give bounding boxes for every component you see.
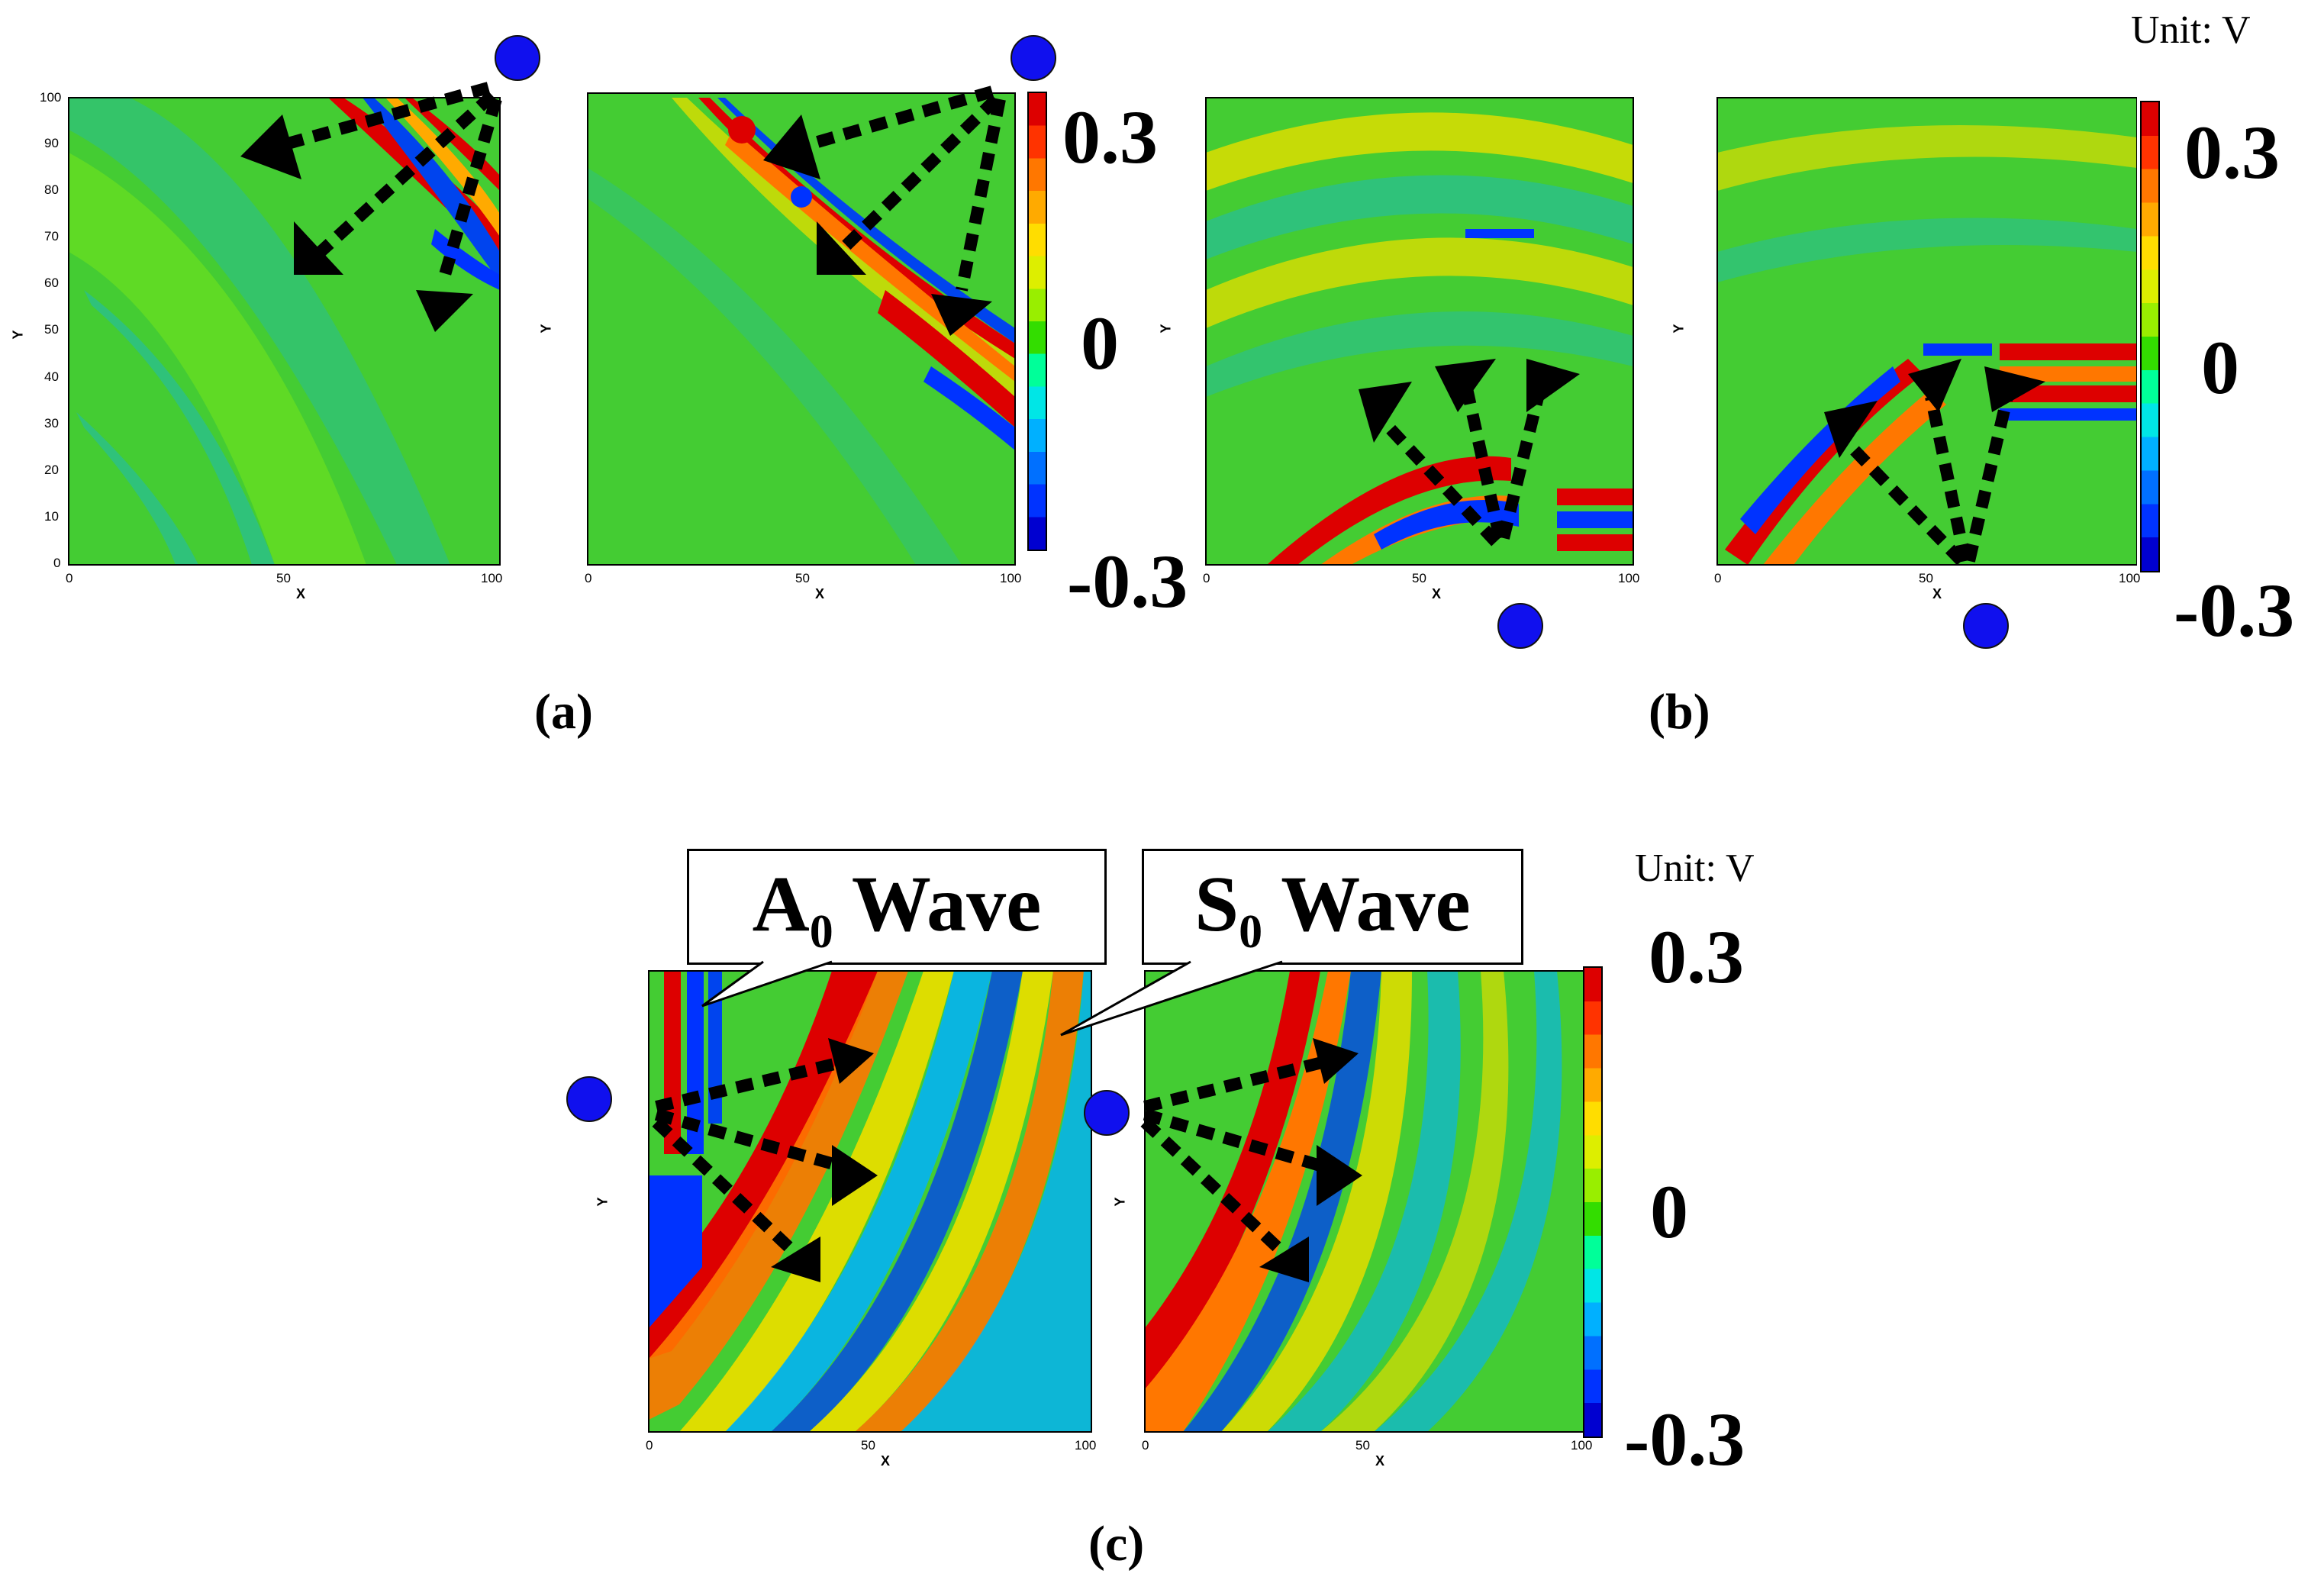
callout-a0-main: A — [752, 860, 810, 948]
wavefield-plot — [587, 92, 1016, 566]
x-axis-label: X — [1375, 1453, 1385, 1469]
callout-s0-rest: Wave — [1262, 860, 1471, 948]
y-axis-label: Y — [1671, 324, 1687, 334]
x-tick: 50 — [1919, 571, 1933, 585]
x-tick: 0 — [66, 571, 73, 585]
colorbar-min-label: -0.3 — [1624, 1397, 1745, 1482]
panel-b-right: 0 50 100 X Y — [1671, 0, 2141, 626]
x-tick: 0 — [1142, 1438, 1149, 1453]
y-tick: 100 — [40, 90, 62, 105]
x-tick: 50 — [1412, 571, 1426, 585]
y-tick: 0 — [53, 556, 61, 570]
wavefield-plot — [68, 97, 501, 566]
x-tick: 0 — [585, 571, 592, 585]
y-axis-label: Y — [1158, 324, 1174, 334]
x-tick: 100 — [1571, 1438, 1593, 1453]
wavefield-plot — [648, 970, 1092, 1433]
x-axis-label: X — [1932, 586, 1942, 601]
caption-a: (a) — [534, 684, 593, 740]
callout-s0-sub: 0 — [1239, 905, 1263, 958]
panel-c-left: 0 50 100 X Y — [595, 946, 1114, 1496]
colorbar-max-label: 0.3 — [1649, 914, 1744, 999]
colorbar-min-label: -0.3 — [1067, 539, 1188, 624]
x-axis-label: X — [815, 586, 825, 601]
y-tick: 40 — [44, 369, 59, 384]
wavefield-plot — [1205, 97, 1634, 566]
source-marker — [495, 35, 540, 81]
y-tick: 90 — [44, 136, 59, 150]
colorbar-c — [1583, 966, 1603, 1438]
x-tick: 100 — [1075, 1438, 1097, 1453]
panel-a-left: 100 90 80 70 60 50 40 30 20 10 0 0 50 10… — [0, 0, 580, 626]
x-axis-label: X — [1432, 586, 1442, 601]
source-marker — [566, 1076, 612, 1122]
wavefield-plot — [1716, 97, 2137, 566]
x-tick: 50 — [861, 1438, 875, 1453]
y-axis-label: Y — [595, 1197, 611, 1207]
colorbar-mid-label: 0 — [1650, 1169, 1688, 1254]
colorbar-b — [2140, 101, 2160, 572]
panel-b-left: 0 50 100 X Y — [1158, 0, 1679, 626]
x-tick: 50 — [795, 571, 810, 585]
x-tick: 0 — [646, 1438, 653, 1453]
colorbar-min-label: -0.3 — [2174, 568, 2295, 653]
source-marker — [1011, 35, 1056, 81]
x-tick: 100 — [481, 571, 503, 585]
wavefield-plot — [1144, 970, 1588, 1433]
x-tick: 0 — [1714, 571, 1722, 585]
callout-a0-wave: A0 Wave — [687, 849, 1107, 965]
x-tick: 50 — [276, 571, 291, 585]
source-marker — [1084, 1090, 1130, 1136]
callout-s0-main: S — [1194, 860, 1239, 948]
panel-c-right: 0 50 100 X Y — [1113, 946, 1595, 1496]
y-tick: 60 — [44, 276, 59, 290]
y-tick: 30 — [44, 416, 59, 430]
colorbar-a — [1027, 92, 1047, 551]
source-marker — [1963, 603, 2009, 649]
unit-label-bottom: Unit: V — [1635, 846, 1755, 890]
callout-a0-rest: Wave — [833, 860, 1042, 948]
y-tick: 10 — [44, 509, 59, 524]
y-tick: 50 — [44, 322, 59, 337]
x-tick: 100 — [2119, 571, 2141, 585]
panel-a-right: 0 50 100 X Y — [534, 0, 1030, 626]
y-axis-label: Y — [1112, 1197, 1128, 1207]
colorbar-mid-label: 0 — [2201, 325, 2239, 410]
colorbar-mid-label: 0 — [1081, 301, 1119, 385]
caption-c: (c) — [1088, 1516, 1145, 1572]
x-tick: 100 — [1618, 571, 1640, 585]
source-marker — [1497, 603, 1543, 649]
colorbar-max-label: 0.3 — [1062, 95, 1158, 179]
y-axis-label: Y — [10, 330, 26, 340]
callout-a0-sub: 0 — [809, 905, 833, 958]
unit-label-top: Unit: V — [2131, 8, 2251, 52]
y-tick: 70 — [44, 229, 59, 243]
colorbar-max-label: 0.3 — [2184, 110, 2280, 195]
callout-s0-wave: S0 Wave — [1142, 849, 1523, 965]
y-tick: 20 — [44, 463, 59, 477]
x-axis-label: X — [296, 586, 306, 601]
x-tick: 50 — [1355, 1438, 1370, 1453]
y-tick: 80 — [44, 182, 59, 197]
y-axis-label: Y — [538, 324, 554, 334]
x-tick: 0 — [1203, 571, 1210, 585]
caption-b: (b) — [1649, 684, 1710, 740]
x-tick: 100 — [1000, 571, 1022, 585]
x-axis-label: X — [881, 1453, 891, 1469]
